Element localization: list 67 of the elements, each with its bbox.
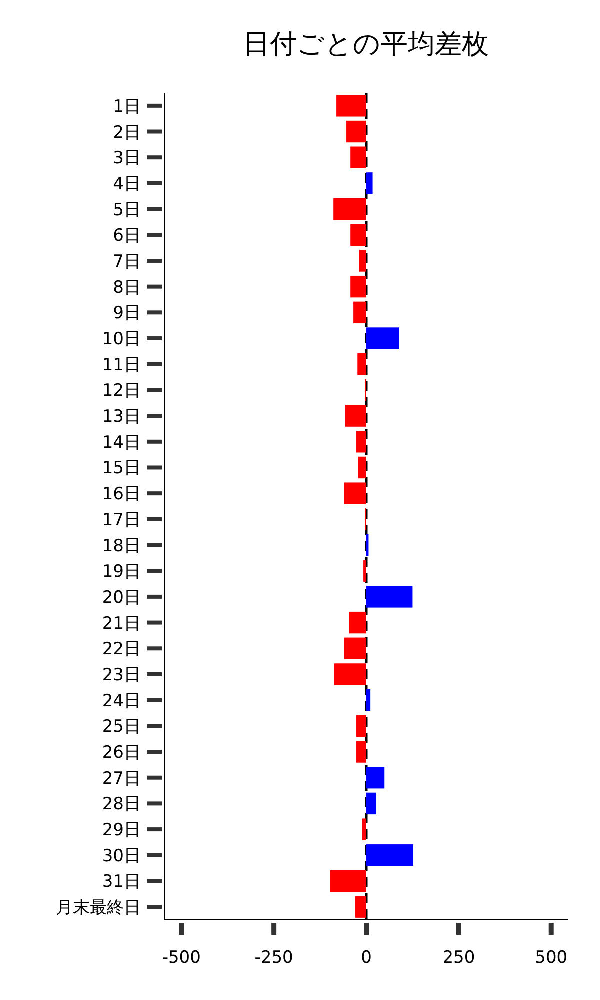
y-tick-label: 15日 (102, 458, 141, 479)
bar (366, 767, 385, 789)
bar (355, 896, 366, 918)
y-tick-label: 16日 (102, 484, 141, 505)
bar (345, 405, 366, 427)
y-tick-label: 2日 (113, 122, 141, 143)
bar (358, 354, 366, 376)
bar (366, 792, 376, 815)
y-tick-label: 17日 (102, 510, 141, 530)
y-tick-label: 1日 (113, 96, 141, 117)
x-tick-label: -250 (254, 948, 294, 968)
bar (354, 302, 366, 324)
y-tick-label: 21日 (102, 614, 141, 634)
bar (334, 664, 366, 686)
bar (330, 870, 366, 892)
y-tick-label: 7日 (113, 252, 141, 272)
bar (349, 612, 366, 634)
x-tick-label: 250 (442, 948, 476, 968)
y-tick-label: 4日 (113, 174, 141, 194)
y-tick-label: 26日 (102, 743, 141, 764)
bar (344, 482, 366, 504)
y-tick-label: 22日 (102, 640, 141, 660)
y-tick-label: 10日 (102, 330, 141, 350)
bar (359, 250, 366, 272)
y-tick-label: 19日 (102, 562, 141, 582)
bar (366, 172, 373, 194)
y-tick-label: 31日 (102, 872, 141, 892)
bar (350, 276, 366, 298)
bar (344, 638, 366, 660)
y-tick-label: 20日 (102, 588, 141, 608)
y-tick-label: 8日 (113, 278, 141, 298)
y-tick-label: 12日 (102, 381, 141, 402)
y-tick-label: 18日 (102, 536, 141, 556)
bar (356, 715, 366, 738)
bar (362, 818, 366, 840)
y-tick-label: 14日 (102, 432, 141, 453)
bar (356, 741, 366, 763)
bar (350, 146, 366, 168)
y-tick-label: 27日 (102, 768, 141, 789)
bar (366, 586, 413, 608)
y-tick-label: 5日 (113, 200, 141, 220)
bar (366, 689, 371, 712)
bar (364, 560, 366, 582)
y-tick-label: 25日 (102, 717, 141, 738)
bar (356, 431, 366, 453)
bar (334, 198, 366, 220)
x-tick-label: 500 (535, 948, 568, 968)
y-tick-label: 28日 (102, 794, 141, 815)
y-tick-label: 月末最終日 (56, 898, 141, 918)
chart-title: 日付ごとの平均差枚 (243, 29, 489, 60)
y-tick-label: 3日 (113, 148, 141, 169)
x-tick-label: -500 (162, 948, 201, 968)
bar (346, 120, 366, 143)
bar (358, 456, 366, 479)
x-tick-label: 0 (361, 948, 372, 968)
y-tick-label: 13日 (102, 407, 141, 428)
y-tick-label: 9日 (113, 304, 141, 324)
y-tick-label: 11日 (102, 355, 141, 376)
bar (350, 224, 366, 246)
bar (366, 328, 400, 350)
y-tick-label: 30日 (102, 846, 141, 866)
bar (336, 95, 366, 117)
y-tick-label: 24日 (102, 691, 141, 712)
y-tick-label: 23日 (102, 665, 141, 686)
y-tick-label: 29日 (102, 820, 141, 841)
bar (366, 844, 414, 866)
y-tick-label: 6日 (113, 226, 141, 246)
